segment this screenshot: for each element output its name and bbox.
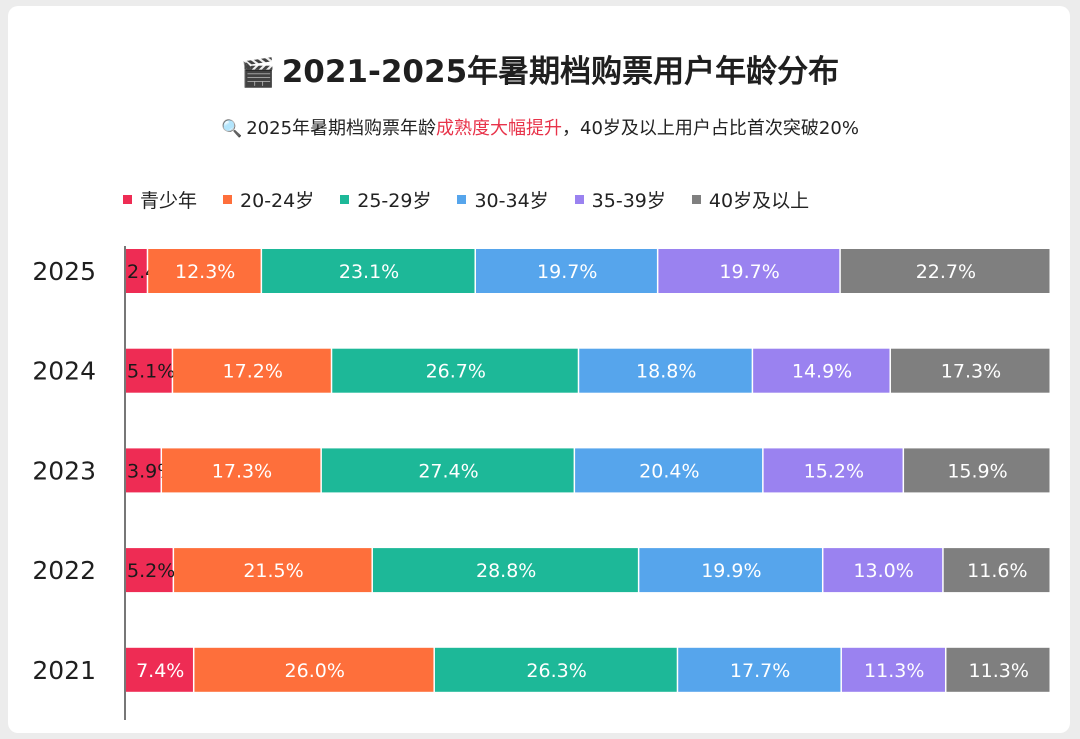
legend: 青少年 20-24岁 25-29岁 30-34岁 35-39岁 40岁及以上 bbox=[123, 186, 835, 212]
y-tick-label: 2022 bbox=[32, 556, 96, 585]
bar-segment bbox=[194, 647, 434, 692]
bar-segment bbox=[943, 548, 1050, 593]
data-label: 11.6% bbox=[967, 560, 1027, 582]
legend-swatch bbox=[691, 194, 701, 204]
bar-segment bbox=[841, 647, 945, 692]
bar-segment bbox=[658, 249, 840, 293]
bar-segment bbox=[639, 548, 822, 593]
legend-label: 20-24岁 bbox=[240, 189, 315, 212]
bar-segment bbox=[148, 249, 261, 293]
bar-segment bbox=[434, 647, 677, 692]
legend-label: 30-34岁 bbox=[474, 189, 549, 212]
y-tick-label: 2023 bbox=[32, 456, 96, 485]
subtitle-highlight: 成熟度大幅提升 bbox=[436, 118, 563, 139]
legend-label: 35-39岁 bbox=[591, 189, 666, 212]
data-label: 27.4% bbox=[418, 460, 478, 482]
data-label: 15.2% bbox=[804, 460, 864, 482]
legend-label: 25-29岁 bbox=[357, 189, 432, 212]
y-tick-label: 2024 bbox=[32, 357, 96, 386]
data-label: 18.8% bbox=[636, 361, 696, 383]
data-label: 15.9% bbox=[947, 460, 1007, 482]
bar-segment bbox=[946, 647, 1050, 692]
data-label: 23.1% bbox=[339, 261, 399, 283]
legend-swatch bbox=[340, 194, 350, 204]
bar-segment bbox=[126, 448, 161, 493]
legend-item: 青少年 bbox=[123, 186, 197, 213]
bar-segment bbox=[575, 448, 763, 493]
legend-swatch bbox=[223, 194, 233, 204]
bar-segment bbox=[476, 249, 657, 293]
legend-swatch bbox=[123, 194, 132, 204]
bar-segment bbox=[321, 448, 574, 493]
bar-segment bbox=[678, 647, 841, 692]
data-label: 11.3% bbox=[864, 660, 924, 682]
legend-item: 30-34岁 bbox=[457, 186, 549, 213]
data-label: 19.9% bbox=[701, 560, 761, 582]
data-label: 22.7% bbox=[916, 261, 976, 283]
data-label: 20.4% bbox=[639, 460, 699, 482]
bar-segment bbox=[262, 249, 475, 293]
chart-subtitle: 🔍 2025年暑期档购票年龄成熟度大幅提升，40岁及以上用户占比首次突破20% bbox=[0, 114, 1080, 140]
bar-segment bbox=[753, 348, 890, 393]
chart-title-text: 2021-2025年暑期档购票用户年龄分布 bbox=[281, 54, 840, 90]
bar-segment bbox=[579, 348, 752, 393]
legend-swatch bbox=[457, 194, 467, 204]
bar-segment bbox=[162, 448, 321, 493]
bar-segment bbox=[126, 249, 147, 293]
bar-segment bbox=[174, 548, 372, 593]
bar-segment bbox=[126, 647, 193, 692]
data-label: 13.0% bbox=[853, 560, 913, 582]
data-label: 5.2% bbox=[127, 560, 175, 582]
data-label: 17.2% bbox=[223, 361, 283, 383]
legend-item: 40岁及以上 bbox=[691, 186, 810, 213]
bar-segment bbox=[126, 348, 172, 393]
magnifier-icon: 🔍 bbox=[221, 119, 243, 139]
subtitle-post: ，40岁及以上用户占比首次突破20% bbox=[562, 118, 859, 139]
bar-segment bbox=[372, 548, 638, 593]
bar-segment bbox=[173, 348, 331, 393]
subtitle-pre: 2025年暑期档购票年龄 bbox=[246, 118, 437, 139]
clapperboard-icon: 🎬 bbox=[240, 56, 276, 89]
data-label: 26.3% bbox=[526, 660, 586, 682]
bar-segment bbox=[904, 448, 1050, 493]
data-label: 28.8% bbox=[476, 560, 536, 582]
bar-segment bbox=[332, 348, 578, 393]
data-label: 19.7% bbox=[719, 261, 779, 283]
data-label: 19.7% bbox=[537, 261, 597, 283]
data-label: 17.3% bbox=[212, 460, 272, 482]
legend-label: 青少年 bbox=[140, 189, 198, 212]
legend-item: 20-24岁 bbox=[223, 186, 314, 213]
chart-title: 🎬 2021-2025年暑期档购票用户年龄分布 bbox=[0, 46, 1080, 91]
y-tick-label: 2021 bbox=[32, 656, 96, 685]
data-label: 14.9% bbox=[792, 361, 852, 383]
bar-segment bbox=[840, 249, 1050, 293]
bar-segment bbox=[126, 548, 173, 593]
data-label: 12.3% bbox=[175, 261, 235, 283]
bar-segment bbox=[890, 348, 1050, 393]
data-label: 21.5% bbox=[243, 560, 303, 582]
data-label: 26.7% bbox=[426, 361, 486, 383]
data-label: 7.4% bbox=[136, 660, 184, 682]
legend-item: 35-39岁 bbox=[574, 186, 666, 213]
legend-label: 40岁及以上 bbox=[708, 189, 810, 212]
bar-segment bbox=[823, 548, 943, 593]
legend-swatch bbox=[574, 194, 584, 204]
bar-segment bbox=[763, 448, 903, 493]
data-label: 17.7% bbox=[730, 660, 790, 682]
legend-item: 25-29岁 bbox=[340, 186, 431, 213]
data-label: 17.3% bbox=[941, 361, 1001, 383]
data-label: 26.0% bbox=[285, 660, 345, 682]
data-label: 5.1% bbox=[127, 361, 175, 383]
y-tick-label: 2025 bbox=[32, 257, 96, 286]
data-label: 11.3% bbox=[969, 660, 1029, 682]
